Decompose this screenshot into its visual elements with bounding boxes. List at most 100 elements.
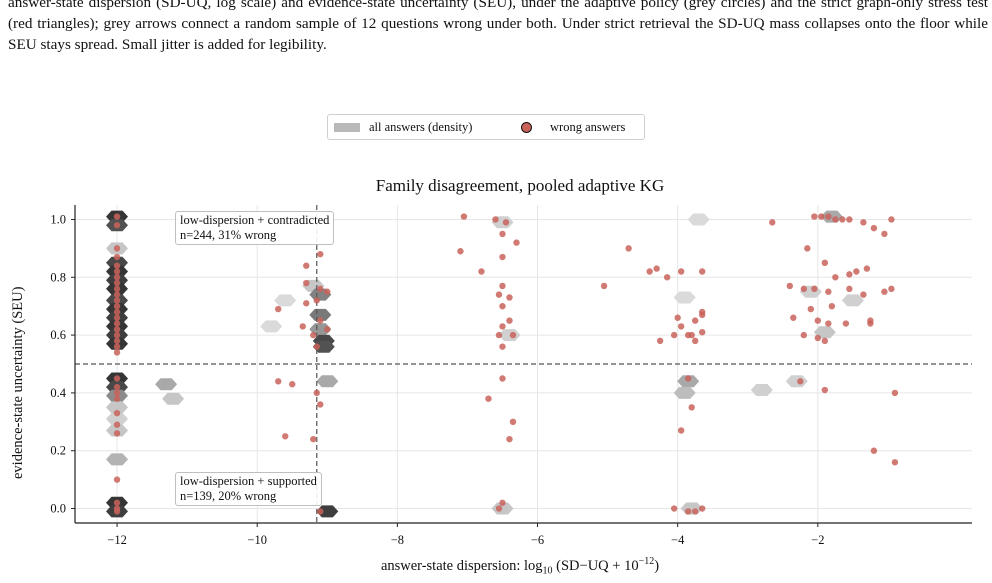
wrong-answer-point	[495, 331, 503, 339]
wrong-answer-point	[113, 262, 121, 269]
x-tick-label: −10	[247, 533, 267, 547]
wrong-answer-point	[653, 265, 660, 272]
figure-caption: answer-state dispersion (SD-UQ, log scal…	[8, 0, 988, 55]
density-hex	[162, 392, 185, 405]
threshold-lines	[75, 205, 972, 523]
density-legend-label: all answers (density)	[369, 120, 473, 134]
wrong-answer-point	[478, 268, 485, 275]
wrong-answer-point	[509, 331, 517, 339]
annotation-bottom: low-dispersion + supported n=139, 20% wr…	[175, 472, 322, 506]
wrong-answer-point	[113, 343, 121, 350]
wrong-answer-point	[860, 219, 867, 226]
wrong-answer-point	[492, 216, 499, 223]
wrong-answer-point	[818, 213, 825, 220]
wrong-answer-point	[113, 268, 121, 275]
wrong-answer-point	[506, 435, 513, 443]
annotation-bottom-line1: low-dispersion + supported	[180, 474, 317, 488]
wrong-answer-point	[688, 404, 695, 411]
wrong-answer-point	[113, 409, 121, 417]
wrong-answer-point	[513, 239, 520, 246]
wrong-answer-point	[870, 224, 878, 232]
wrong-answer-point	[688, 331, 695, 339]
density-hex	[309, 308, 332, 321]
wrong-answer-point	[499, 282, 506, 290]
y-tick-label: 0.4	[50, 386, 66, 400]
wrong-answer-point	[867, 317, 874, 324]
wrong-answer-point	[299, 323, 306, 330]
y-tick-label: 0.0	[50, 502, 66, 516]
wrong-answer-point	[275, 378, 282, 385]
wrong-answer-point	[113, 285, 121, 293]
wrong-answer-point	[832, 216, 839, 223]
x-tick-label: −2	[811, 533, 824, 547]
wrong-answer-point	[113, 337, 121, 345]
wrong-answer-point	[691, 508, 699, 515]
wrong-answer-point	[811, 213, 818, 220]
wrong-answer-point	[821, 386, 829, 394]
wrong-answer-point	[674, 314, 681, 321]
wrong-answer-point	[881, 230, 888, 238]
wrong-answer-point	[282, 433, 289, 440]
y-tick-label: 0.2	[50, 444, 66, 458]
wrong-answer-point	[814, 334, 822, 342]
density-hex	[312, 340, 335, 353]
wrong-answer-point	[684, 375, 692, 382]
wrong-answer-point	[677, 427, 685, 434]
wrong-answer-point	[113, 383, 121, 391]
wrong-answer-point	[839, 216, 846, 223]
wrong-answer-point	[113, 331, 121, 339]
wrong-answer-point	[891, 389, 899, 397]
wrong-answer-point	[502, 219, 510, 226]
annotation-bottom-line2: n=139, 20% wrong	[180, 489, 277, 503]
wrong-answer-point	[853, 268, 860, 275]
density-hex	[498, 329, 521, 342]
wrong-answer-point	[860, 291, 867, 298]
wrong-answer-point	[828, 302, 836, 310]
wrong-answer-point	[113, 245, 121, 252]
wrong-answer-point	[663, 274, 671, 281]
density-hex	[106, 453, 128, 466]
wrong-answer-point	[646, 268, 653, 275]
wrong-legend-marker	[521, 122, 532, 133]
wrong-answer-point	[499, 253, 506, 261]
density-hex	[316, 375, 339, 388]
axes: −12 −10 −8 −6 −4 −2 0.0 0.2 0.4 0.6 0.8 1.0	[50, 205, 972, 547]
wrong-answer-point	[317, 401, 324, 408]
wrong-answer-point	[310, 435, 317, 443]
wrong-answer-point	[684, 508, 692, 515]
wrong-answer-point	[804, 245, 811, 252]
wrong-answer-point	[691, 337, 699, 345]
wrong-answer-point	[506, 294, 513, 301]
density-hex	[316, 505, 339, 518]
wrong-answer-point	[460, 213, 468, 220]
annotation-top-line2: n=244, 31% wrong	[180, 228, 277, 242]
wrong-answer-point	[825, 288, 832, 295]
y-tick-label: 0.8	[50, 270, 66, 284]
density-hex	[687, 213, 710, 226]
wrong-answer-point	[797, 378, 804, 385]
wrong-answer-point	[670, 331, 678, 339]
wrong-answer-point	[698, 268, 706, 275]
wrong-answer-point	[113, 389, 121, 397]
wrong-answer-point	[499, 499, 506, 506]
wrong-answer-point	[113, 430, 121, 437]
wrong-answer-point	[317, 250, 324, 258]
wrong-answer-point	[509, 418, 517, 426]
wrong-answer-point	[600, 282, 608, 290]
wrong-answer-point	[846, 271, 853, 278]
x-tick-label: −8	[391, 533, 404, 547]
density-hex	[750, 384, 773, 396]
x-tick-label: −12	[107, 533, 127, 547]
wrong-answer-point	[275, 305, 282, 313]
wrong-answers-layer	[113, 213, 899, 515]
wrong-answer-point	[499, 343, 506, 350]
x-tick-label: −6	[531, 533, 544, 547]
wrong-answer-point	[113, 279, 121, 287]
wrong-answer-point	[691, 317, 699, 324]
wrong-answer-point	[495, 291, 503, 298]
wrong-answer-point	[800, 331, 808, 339]
wrong-answer-point	[317, 508, 324, 515]
wrong-answer-point	[317, 317, 324, 324]
wrong-answer-point	[499, 323, 506, 330]
wrong-answer-point	[485, 395, 492, 402]
